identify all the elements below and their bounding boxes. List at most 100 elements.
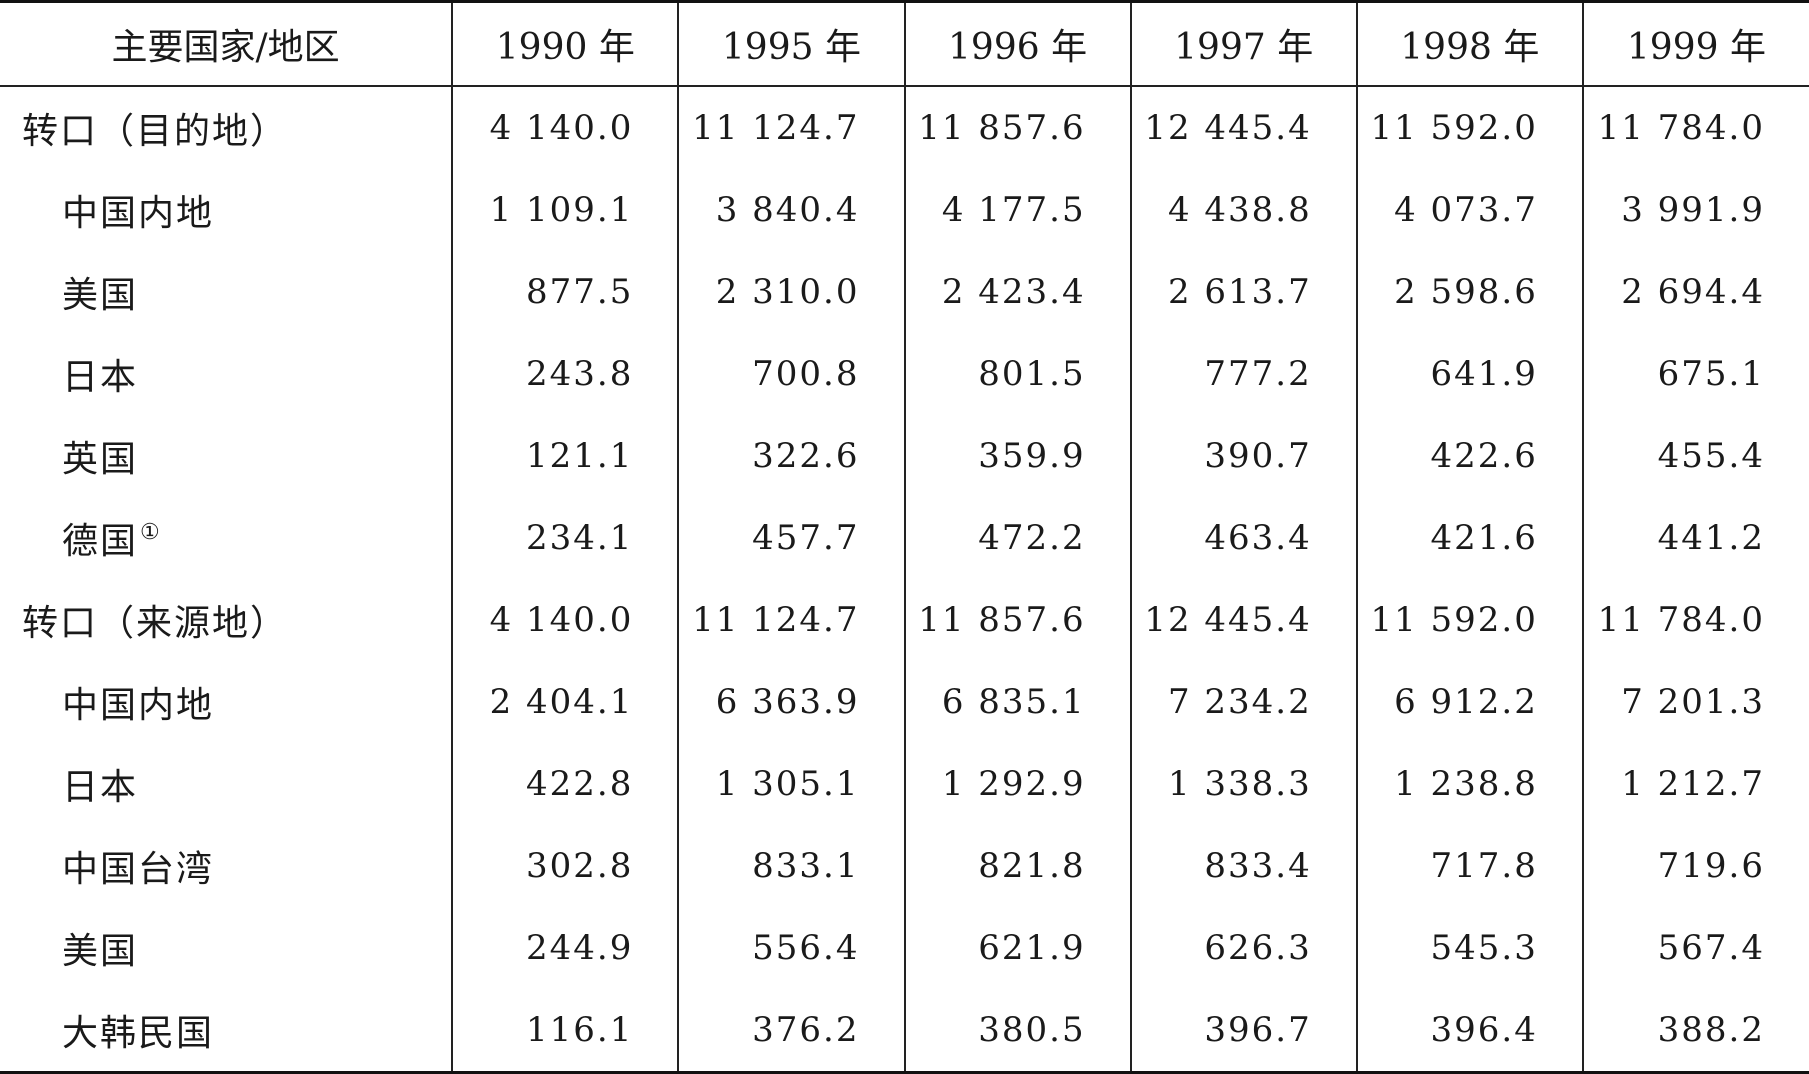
value-cell: 2 613.7 [1129, 251, 1357, 333]
table-row: 日本 422.8 1 305.1 1 292.9 1 338.3 1 238.8 1 212… [0, 743, 1809, 825]
row-label: 德国 [62, 521, 139, 562]
value-cell: 11 784.0 [1581, 86, 1809, 169]
table-row: 英国 121.1 322.6 359.9 390.7 422.6 455.4 [0, 415, 1809, 497]
value-cell: 12 445.4 [1129, 86, 1357, 169]
value-cell: 376.2 [677, 989, 905, 1073]
value-cell: 11 857.6 [903, 86, 1131, 169]
value-cell: 396.4 [1355, 989, 1583, 1073]
row-label: 日本 [62, 767, 139, 808]
value-cell: 1 292.9 [903, 743, 1131, 825]
row-label: 转口（来源地） [22, 603, 289, 644]
value-cell: 457.7 [677, 497, 905, 579]
value-cell: 11 592.0 [1355, 579, 1583, 661]
row-label: 中国内地 [62, 193, 215, 234]
value-cell: 2 310.0 [677, 251, 905, 333]
value-cell: 777.2 [1129, 333, 1357, 415]
row-label-cell: 中国内地 [0, 661, 452, 743]
row-label-cell: 英国 [0, 415, 452, 497]
row-label: 大韩民国 [62, 1013, 215, 1054]
value-cell: 11 592.0 [1355, 86, 1583, 169]
value-cell: 1 109.1 [451, 169, 679, 251]
value-cell: 833.1 [677, 825, 905, 907]
value-cell: 833.4 [1129, 825, 1357, 907]
row-label: 转口（目的地） [22, 111, 289, 152]
value-cell: 2 404.1 [451, 661, 679, 743]
row-label-cell: 中国内地 [0, 169, 452, 251]
row-label-cell: 德国① [0, 497, 452, 579]
value-cell: 4 438.8 [1129, 169, 1357, 251]
value-cell: 234.1 [451, 497, 679, 579]
value-cell: 390.7 [1129, 415, 1357, 497]
value-cell: 472.2 [903, 497, 1131, 579]
value-cell: 422.6 [1355, 415, 1583, 497]
value-cell: 2 598.6 [1355, 251, 1583, 333]
table-header: 主要国家/地区 1990 年 1995 年 1996 年 1997 年 1998… [0, 1, 1809, 87]
value-cell: 244.9 [451, 907, 679, 989]
value-cell: 388.2 [1581, 989, 1809, 1073]
header-year: 1998 年 [1355, 1, 1583, 87]
value-cell: 422.8 [451, 743, 679, 825]
row-label-cell: 大韩民国 [0, 989, 452, 1073]
value-cell: 545.3 [1355, 907, 1583, 989]
value-cell: 7 234.2 [1129, 661, 1357, 743]
table-row: 中国内地 1 109.1 3 840.4 4 177.5 4 438.8 4 073.7 3… [0, 169, 1809, 251]
value-cell: 322.6 [677, 415, 905, 497]
value-cell: 441.2 [1581, 497, 1809, 579]
row-label: 美国 [62, 931, 139, 972]
value-cell: 6 835.1 [903, 661, 1131, 743]
header-year: 1990 年 [451, 1, 679, 87]
value-cell: 4 140.0 [451, 579, 679, 661]
value-cell: 621.9 [903, 907, 1131, 989]
table-row: 日本 243.8 700.8 801.5 777.2 641.9 675.1 [0, 333, 1809, 415]
row-label: 日本 [62, 357, 139, 398]
row-label-cell: 转口（目的地） [0, 86, 452, 169]
value-cell: 455.4 [1581, 415, 1809, 497]
value-cell: 717.8 [1355, 825, 1583, 907]
value-cell: 675.1 [1581, 333, 1809, 415]
value-cell: 6 363.9 [677, 661, 905, 743]
value-cell: 380.5 [903, 989, 1131, 1073]
row-label-cell: 中国台湾 [0, 825, 452, 907]
value-cell: 4 177.5 [903, 169, 1131, 251]
row-label-cell: 转口（来源地） [0, 579, 452, 661]
row-label-cell: 美国 [0, 907, 452, 989]
header-year: 1997 年 [1129, 1, 1357, 87]
value-cell: 641.9 [1355, 333, 1583, 415]
row-label: 中国内地 [62, 685, 215, 726]
value-cell: 396.7 [1129, 989, 1357, 1073]
value-cell: 556.4 [677, 907, 905, 989]
row-label-cell: 美国 [0, 251, 452, 333]
header-country-region: 主要国家/地区 [0, 1, 453, 87]
value-cell: 12 445.4 [1129, 579, 1357, 661]
table-row: 中国内地 2 404.1 6 363.9 6 835.1 7 234.2 6 912.2 7… [0, 661, 1809, 743]
value-cell: 626.3 [1129, 907, 1357, 989]
table-row: 美国 877.5 2 310.0 2 423.4 2 613.7 2 598.6 2 694… [0, 251, 1809, 333]
table-row: 美国 244.9 556.4 621.9 626.3 545.3 567.4 [0, 907, 1809, 989]
row-label: 中国台湾 [62, 849, 215, 890]
value-cell: 3 840.4 [677, 169, 905, 251]
row-label-cell: 日本 [0, 743, 452, 825]
footnote-marker: ① [140, 520, 162, 545]
table-row: 德国① 234.1 457.7 472.2 463.4 421.6 441.2 [0, 497, 1809, 579]
value-cell: 243.8 [451, 333, 679, 415]
value-cell: 121.1 [451, 415, 679, 497]
value-cell: 11 124.7 [677, 579, 905, 661]
value-cell: 421.6 [1355, 497, 1583, 579]
table-group-row: 转口（来源地） 4 140.0 11 124.7 11 857.6 12 445.4 11… [0, 579, 1809, 661]
value-cell: 359.9 [903, 415, 1131, 497]
row-label: 英国 [62, 439, 139, 480]
value-cell: 700.8 [677, 333, 905, 415]
value-cell: 4 140.0 [451, 86, 679, 169]
value-cell: 11 784.0 [1581, 579, 1809, 661]
value-cell: 463.4 [1129, 497, 1357, 579]
value-cell: 4 073.7 [1355, 169, 1583, 251]
row-label-cell: 日本 [0, 333, 452, 415]
table-row: 中国台湾 302.8 833.1 821.8 833.4 717.8 719.6 [0, 825, 1809, 907]
value-cell: 1 238.8 [1355, 743, 1583, 825]
value-cell: 11 857.6 [903, 579, 1131, 661]
value-cell: 3 991.9 [1581, 169, 1809, 251]
value-cell: 2 423.4 [903, 251, 1131, 333]
value-cell: 719.6 [1581, 825, 1809, 907]
value-cell: 7 201.3 [1581, 661, 1809, 743]
